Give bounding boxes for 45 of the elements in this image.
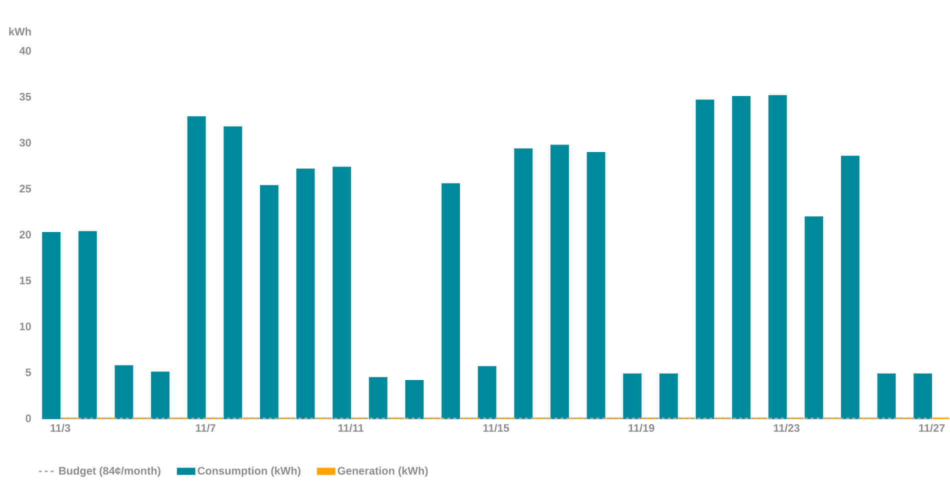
- y-tick-label: 40: [19, 46, 31, 55]
- bar: [224, 126, 242, 420]
- y-tick-label: 35: [19, 92, 32, 101]
- x-tick-label: 11/19: [628, 424, 654, 432]
- bar: [442, 183, 460, 420]
- y-tick-label: 0: [26, 414, 31, 422]
- legend-label: Budget (84¢/month): [59, 466, 160, 477]
- bar: [659, 373, 678, 420]
- x-tick-label: 11/7: [196, 424, 216, 432]
- x-tick-label: 11/15: [483, 424, 510, 432]
- y-tick-label: 30: [19, 138, 31, 147]
- bar: [732, 96, 751, 420]
- legend-label: Consumption (kWh): [198, 466, 300, 477]
- bar: [114, 365, 134, 420]
- bar: [914, 373, 932, 420]
- bar: [42, 232, 61, 420]
- bar: [586, 152, 606, 420]
- y-tick-label: 20: [20, 230, 31, 238]
- bar: [768, 95, 787, 420]
- bar: [260, 185, 278, 420]
- x-tick-label: 11/23: [774, 424, 800, 432]
- y-tick-label: 15: [20, 276, 32, 284]
- bar: [804, 216, 824, 420]
- bar: [78, 231, 97, 420]
- bar: [187, 116, 206, 420]
- bar: [877, 373, 896, 420]
- bar: [332, 166, 352, 420]
- bar: [696, 100, 714, 420]
- bar: [478, 366, 496, 420]
- bar: [841, 156, 860, 420]
- bar: [151, 372, 170, 420]
- y-tick-label: 5: [26, 368, 32, 376]
- bar: [368, 377, 388, 420]
- legend-label: Generation (kWh): [338, 466, 428, 477]
- y-axis-title: kWh: [9, 27, 31, 36]
- bar: [550, 144, 569, 420]
- x-tick-label: 11/27: [919, 424, 945, 432]
- bar: [514, 148, 533, 420]
- y-tick-label: 10: [20, 322, 31, 330]
- bar: [623, 373, 642, 420]
- x-tick-label: 11/3: [50, 424, 70, 432]
- bar: [405, 380, 424, 420]
- bar: [296, 168, 315, 420]
- y-tick-label: 25: [20, 184, 32, 192]
- x-tick-label: 11/11: [338, 424, 364, 432]
